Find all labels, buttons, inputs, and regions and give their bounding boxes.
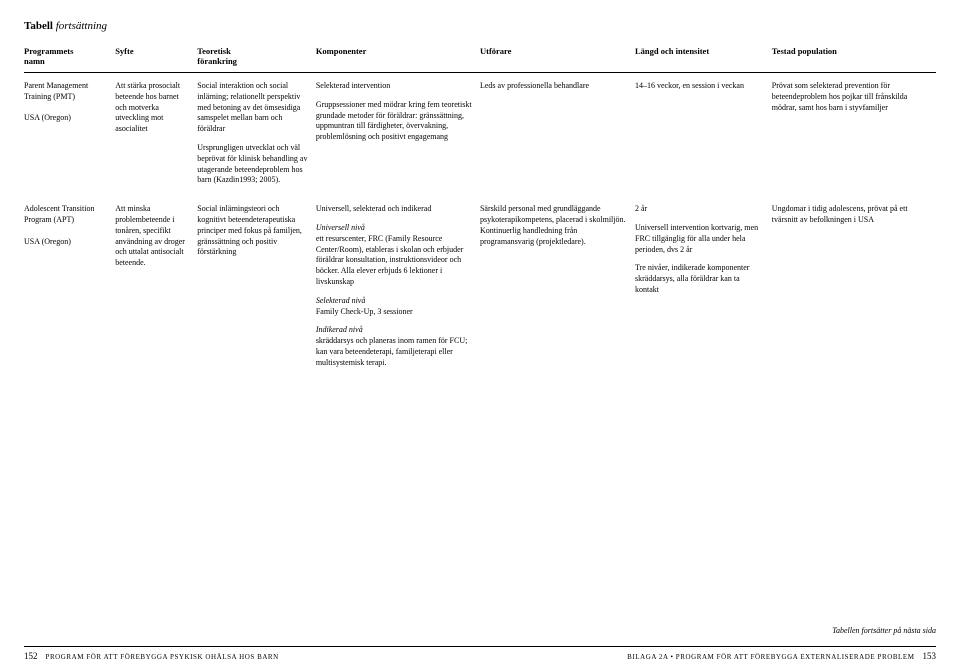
it-label: Selekterad nivå <box>316 296 366 305</box>
cell-langd: 2 år Universell intervention kortvarig, … <box>635 196 772 378</box>
cell-komp: Universell, selekterad och indikerad Uni… <box>316 196 480 378</box>
it-label: Universell nivå <box>316 223 365 232</box>
th-syfte: Syfte <box>115 42 197 73</box>
cell-teor: Social inlärningsteori och kognitivt bet… <box>197 196 316 378</box>
th-name: Programmets namn <box>24 42 115 73</box>
table-row: Parent Management Training (PMT) USA (Or… <box>24 73 936 197</box>
text: Ursprungligen utvecklat och väl beprövat… <box>197 143 308 186</box>
footer: 152 Program för att förebygga psykisk oh… <box>24 646 936 661</box>
page: Tabell fortsättning Programmets namn Syf… <box>0 0 960 671</box>
footer-text-left: Program för att förebygga psykisk ohälsa… <box>46 653 279 661</box>
cell-name: Adolescent Transition Program (APT) USA … <box>24 196 115 378</box>
it-label: Indikerad nivå <box>316 325 363 334</box>
page-number-left: 152 <box>24 651 38 661</box>
subheading: Selekterad nivå <box>316 296 472 307</box>
footer-left: 152 Program för att förebygga psykisk oh… <box>24 651 279 661</box>
cell-pop: Prövat som selekterad prevention för bet… <box>772 73 936 197</box>
page-number-right: 153 <box>923 651 937 661</box>
cell-komp: Selekterad intervention Gruppsessioner m… <box>316 73 480 197</box>
cell-utf: Särskild personal med grundläggande psyk… <box>480 196 635 378</box>
subheading: Universell nivå <box>316 223 472 234</box>
text: Universell intervention kortvarig, men F… <box>635 223 764 255</box>
cell-utf: Leds av professionella behandlare <box>480 73 635 197</box>
cell-syfte: Att stärka prosocialt beteende hos barne… <box>115 73 197 197</box>
cell-syfte: Att minska problembeteende i tonåren, sp… <box>115 196 197 378</box>
continue-note: Tabellen fortsätter på nästa sida <box>832 626 936 635</box>
text: Tre nivåer, indikerade komponenter skräd… <box>635 263 764 295</box>
text: Selekterad intervention <box>316 81 472 92</box>
cell-name: Parent Management Training (PMT) USA (Or… <box>24 73 115 197</box>
cell-langd: 14–16 veckor, en session i veckan <box>635 73 772 197</box>
th-utf: Utförare <box>480 42 635 73</box>
text: Gruppsessioner med mödrar kring fem teor… <box>316 100 472 143</box>
table-row: Adolescent Transition Program (APT) USA … <box>24 196 936 378</box>
subheading: Indikerad nivå <box>316 325 472 336</box>
text: skräddarsys och planeras inom ramen för … <box>316 336 472 368</box>
footer-text-right: Bilaga 2A • Program för att förebygga ex… <box>627 653 914 661</box>
th-komp: Komponenter <box>316 42 480 73</box>
table-caption: Tabell fortsättning <box>24 20 936 32</box>
cell-teor: Social interaktion och social inlärning;… <box>197 73 316 197</box>
text: 2 år <box>635 204 764 215</box>
programs-table: Programmets namn Syfte Teoretisk förankr… <box>24 42 936 379</box>
th-pop: Testad population <box>772 42 936 73</box>
cell-pop: Ungdomar i tidig adolescens, prövat på e… <box>772 196 936 378</box>
text: ett resurscenter, FRC (Family Resource C… <box>316 234 472 288</box>
caption-italic: fortsättning <box>56 20 107 32</box>
table-header-row: Programmets namn Syfte Teoretisk förankr… <box>24 42 936 73</box>
text: Family Check-Up, 3 sessioner <box>316 307 472 318</box>
th-teor: Teoretisk förankring <box>197 42 316 73</box>
footer-right: Bilaga 2A • Program för att förebygga ex… <box>627 651 936 661</box>
text: Universell, selekterad och indikerad <box>316 204 472 215</box>
text: Social interaktion och social inlärning;… <box>197 81 308 135</box>
th-langd: Längd och intensitet <box>635 42 772 73</box>
caption-bold: Tabell <box>24 20 53 32</box>
